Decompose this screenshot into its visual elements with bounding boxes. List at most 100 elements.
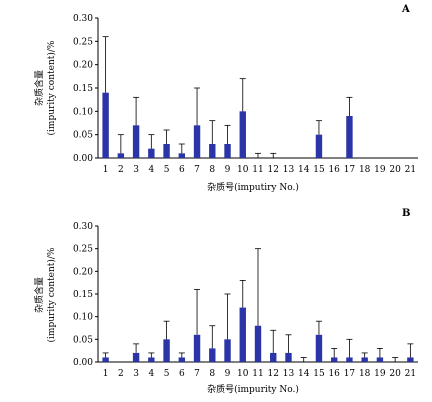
panel-b-y-tick-label: 0.10 xyxy=(73,313,93,323)
panel-a-error-bar-7 xyxy=(194,87,201,126)
panel-a-bar-5 xyxy=(163,144,170,158)
panel-b-label: B xyxy=(402,208,410,219)
panel-b-x-tick-label: 14 xyxy=(298,369,310,379)
panel-b-error-bar-16 xyxy=(331,347,338,358)
panel-b-x-tick-label: 2 xyxy=(118,369,124,379)
panel-a-x-tick-label: 10 xyxy=(237,165,249,175)
panel-a-error-bar-4 xyxy=(148,134,155,149)
panel-a-y-tick-label: 0.30 xyxy=(73,14,93,24)
panel-b-error-bar-8 xyxy=(209,325,216,349)
panel-b-bar-3 xyxy=(132,352,140,362)
panel-b-bar-12 xyxy=(270,352,277,362)
panel-a-label: A xyxy=(401,4,410,15)
panel-b-error-bar-13 xyxy=(285,334,292,353)
panel-b-bar-7 xyxy=(193,334,201,362)
panel-b-x-tick-label: 17 xyxy=(344,369,356,379)
panel-a-bar-2 xyxy=(117,153,125,158)
panel-a-x-tick-label: 13 xyxy=(283,165,295,175)
panel-b-x-tick-label: 8 xyxy=(209,369,215,379)
panel-b-y-tick-label: 0.05 xyxy=(73,335,93,345)
panel-a-x-tick-label: 19 xyxy=(374,165,386,175)
panel-b-error-bar-5 xyxy=(163,320,170,340)
panel-a-error-bar-17 xyxy=(346,96,353,116)
panel-b-x-tick-label: 9 xyxy=(225,369,231,379)
panel-a-error-bar-8 xyxy=(209,120,216,144)
panel-b-error-bar-3 xyxy=(133,343,140,353)
panel-a-x-tick-label: 14 xyxy=(298,165,310,175)
panel-a-x-tick-label: 16 xyxy=(328,165,340,175)
panel-b-error-bar-14 xyxy=(300,357,307,362)
panel-a-bar-6 xyxy=(178,153,186,158)
panel-a-y-tick-label: 0.15 xyxy=(73,84,93,94)
panel-a-x-tick-label: 5 xyxy=(164,165,170,175)
panel-b-x-tick-label: 20 xyxy=(389,369,401,379)
panel-a-bar-3 xyxy=(132,125,140,158)
panel-b-x-tick-label: 3 xyxy=(133,369,139,379)
panel-a-y-tick-label: 0.05 xyxy=(73,131,93,141)
panel-a-x-tick-label: 15 xyxy=(313,165,325,175)
panel-a-error-bar-11 xyxy=(255,152,261,158)
panel-a-error-bar-3 xyxy=(133,96,140,126)
panel-a-x-tick-label: 3 xyxy=(133,165,139,175)
panel-a-bar-10 xyxy=(239,111,246,158)
panel-b-x-tick-label: 7 xyxy=(194,369,200,379)
panel-b-error-bar-20 xyxy=(392,357,399,362)
panel-a-x-tick-label: 17 xyxy=(344,165,356,175)
panel-b-bar-6 xyxy=(178,357,186,362)
panel-a-bar-1 xyxy=(102,92,109,158)
panel-a-x-tick-label: 6 xyxy=(179,165,185,175)
panel-a-x-tick-label: 12 xyxy=(268,165,279,175)
panel-a-x-tick-label: 18 xyxy=(359,165,371,175)
panel-a-error-bar-15 xyxy=(315,120,322,135)
panel-b-bar-21 xyxy=(407,357,414,362)
panel-b-y-tick-label: 0.20 xyxy=(73,267,93,277)
panel-b-bar-8 xyxy=(209,348,216,362)
panel-a-x-tick-label: 1 xyxy=(103,165,109,175)
panel-b-x-tick-label: 5 xyxy=(164,369,170,379)
panel-a-y-tick-label: 0.00 xyxy=(73,154,93,164)
panel-b-x-tick-label: 1 xyxy=(103,369,109,379)
panel-a-x-axis-title: 杂质号(imputiry No.) xyxy=(207,181,299,193)
panel-b-bar-4 xyxy=(148,357,155,362)
panel-b-error-bar-6 xyxy=(178,352,185,358)
panel-b-bar-16 xyxy=(330,357,338,362)
panel-a-bar-9 xyxy=(224,144,231,158)
panel-b-bar-9 xyxy=(224,339,231,362)
panel-a-bar-17 xyxy=(346,116,353,158)
panel-b-y-tick-label: 0.00 xyxy=(73,358,93,368)
panel-b-y-tick-label: 0.15 xyxy=(73,290,93,300)
panel-b-x-tick-label: 16 xyxy=(328,369,340,379)
panel-a-bar-8 xyxy=(209,144,216,158)
panel-b-error-bar-9 xyxy=(224,293,231,340)
panel-b-error-bar-21 xyxy=(407,343,414,358)
panel-b-bar-10 xyxy=(239,307,246,362)
panel-b-x-tick-label: 13 xyxy=(283,369,295,379)
panel-b-bar-17 xyxy=(346,357,353,362)
panel-b-error-bar-10 xyxy=(239,279,246,308)
panel-a-x-tick-label: 7 xyxy=(194,165,200,175)
panel-b-x-tick-label: 12 xyxy=(268,369,279,379)
panel-b-bar-15 xyxy=(315,334,323,362)
panel-a-bar-7 xyxy=(193,125,201,158)
panel-b-error-bar-15 xyxy=(315,320,322,335)
panel-a-error-bar-2 xyxy=(117,134,124,154)
panel-b-chart: 0.000.050.100.150.200.250.301 2 3 4 5 6 7 8 9 10 1… xyxy=(33,208,418,395)
panel-a-y-tick-label: 0.20 xyxy=(73,61,93,71)
panel-a-error-bar-1 xyxy=(102,36,109,93)
panel-a-error-bar-5 xyxy=(163,129,170,144)
panel-b-error-bar-4 xyxy=(148,352,155,358)
panel-b-bar-11 xyxy=(254,325,262,362)
panel-b-x-tick-label: 21 xyxy=(405,369,416,379)
panel-b-x-tick-label: 19 xyxy=(374,369,386,379)
panel-b-error-bar-11 xyxy=(255,248,261,326)
panel-a-chart: 0.000.050.100.150.200.250.301 2 3 4 5 6 7 8 9 10 1… xyxy=(33,4,418,193)
panel-a-error-bar-9 xyxy=(224,124,231,144)
panel-b-bar-19 xyxy=(376,357,384,362)
panel-b-error-bar-19 xyxy=(376,347,383,358)
panel-b-y-tick-label: 0.30 xyxy=(73,222,93,232)
panel-a-error-bar-12 xyxy=(270,152,277,158)
panel-a-y-tick-label: 0.10 xyxy=(73,107,93,117)
panel-b-error-bar-17 xyxy=(346,338,353,358)
panel-a-x-tick-label: 8 xyxy=(209,165,215,175)
panel-a-x-tick-label: 2 xyxy=(118,165,124,175)
